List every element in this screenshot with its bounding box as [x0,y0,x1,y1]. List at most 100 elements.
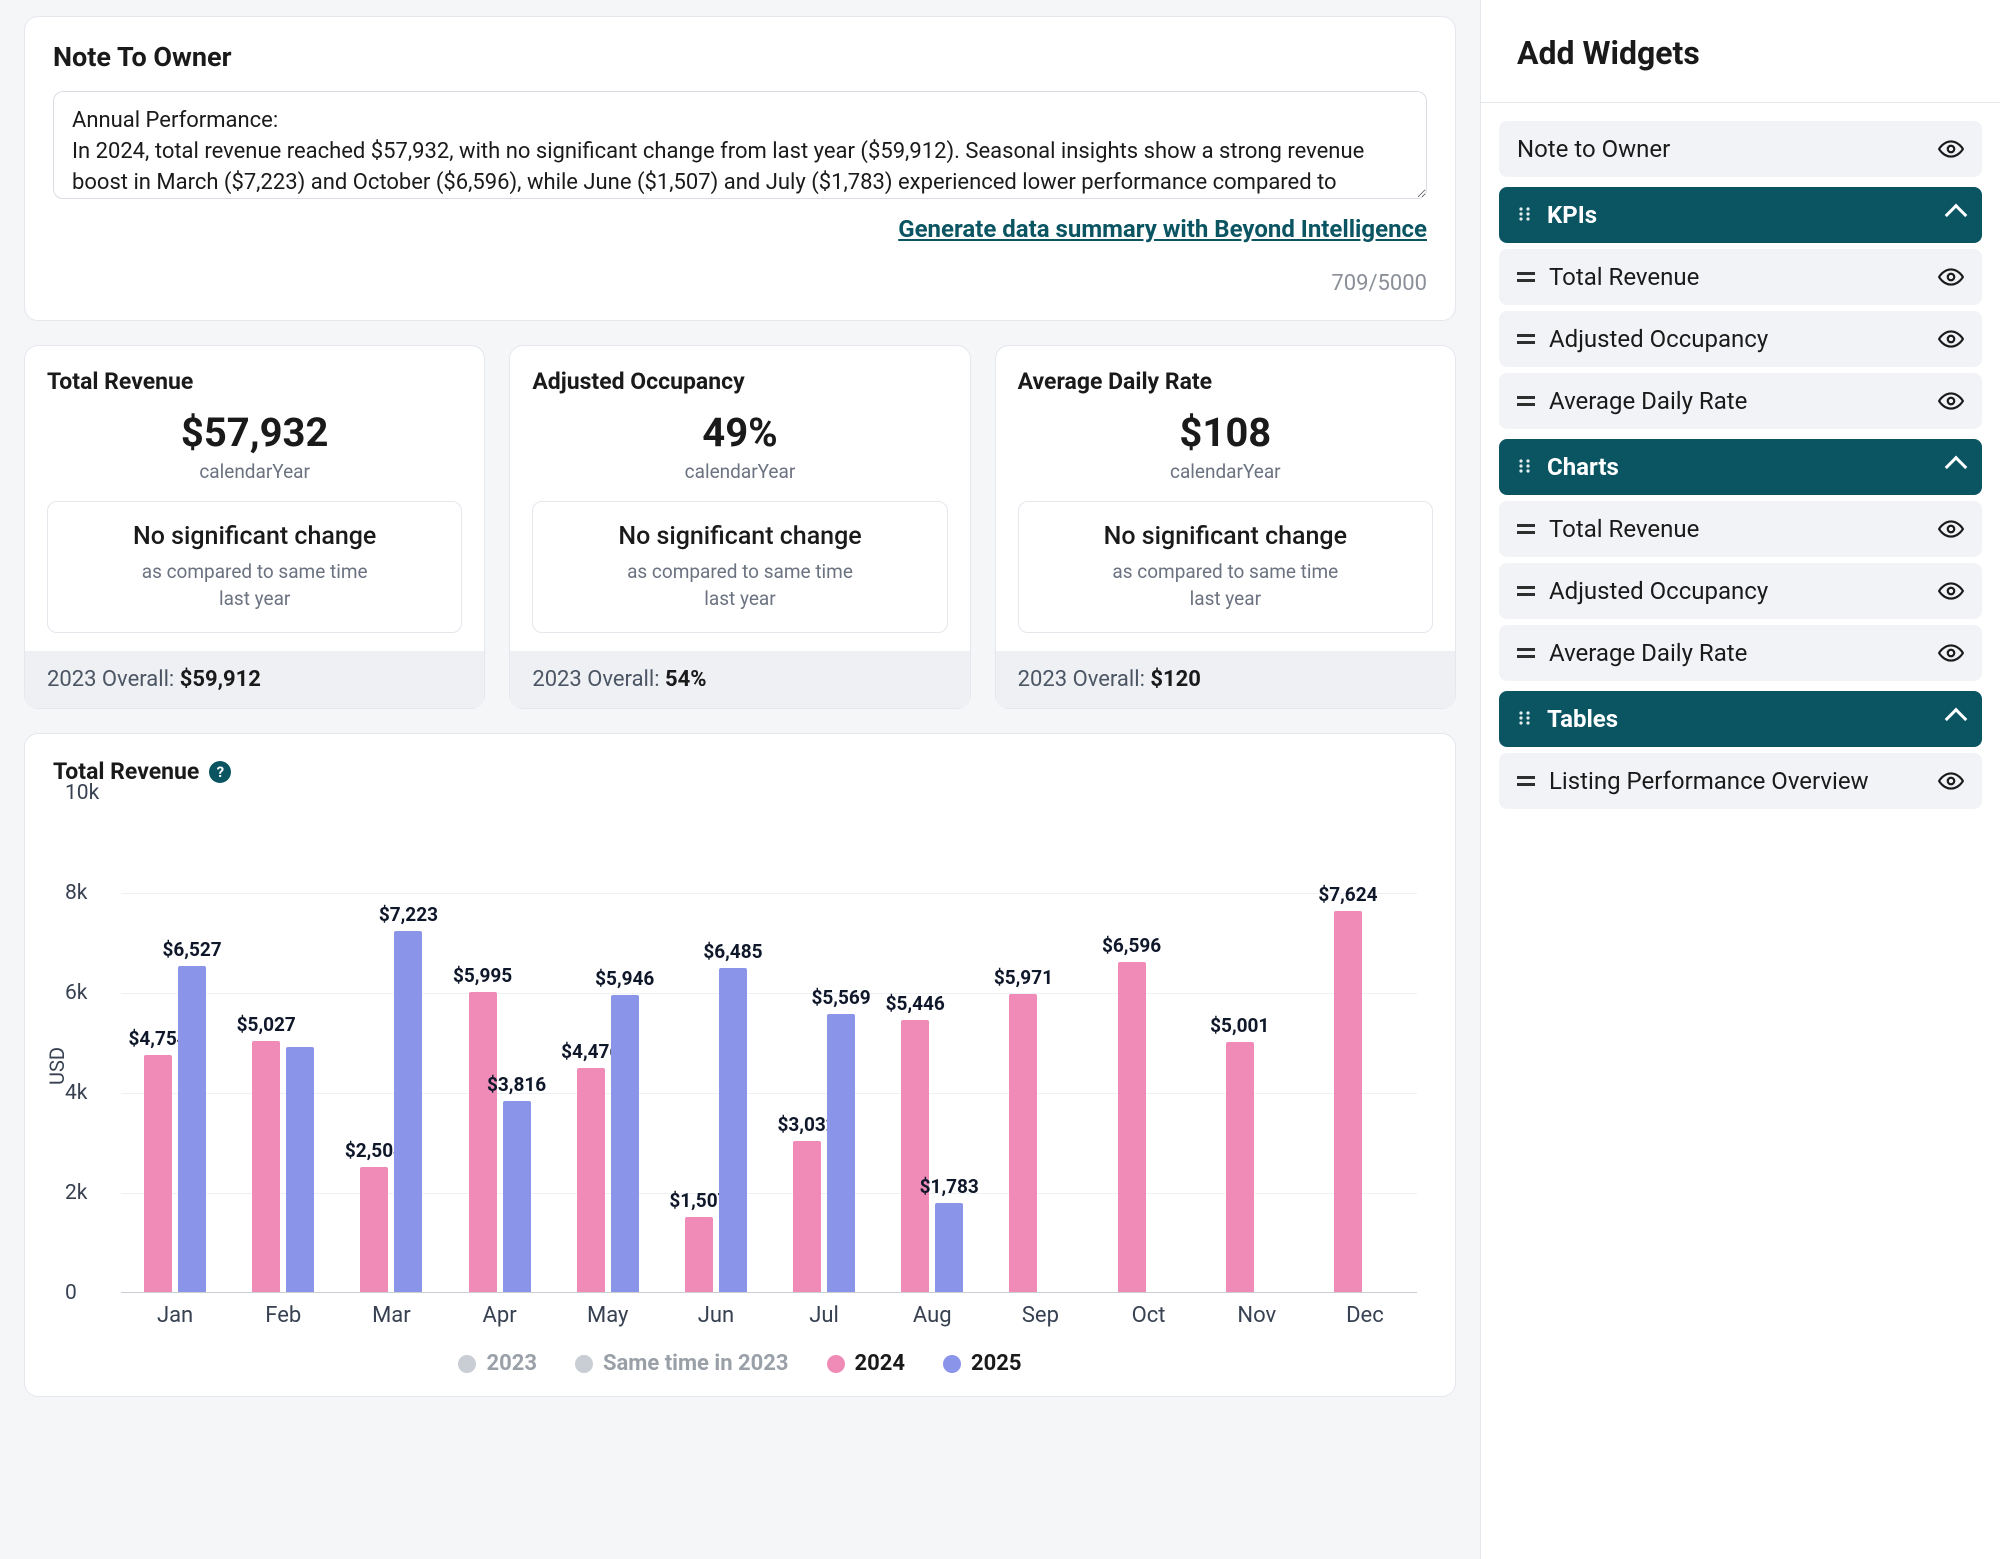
bar[interactable]: $5,995 [469,992,497,1292]
chevron-up-icon[interactable] [1945,204,1968,227]
eye-icon[interactable] [1938,136,1964,162]
legend-item[interactable]: Same time in 2023 [575,1351,789,1376]
x-tick-label: Feb [265,1303,301,1328]
widget-item[interactable]: Listing Performance Overview [1499,753,1982,809]
legend-item[interactable]: 2025 [943,1351,1022,1376]
drag-icon[interactable] [1517,203,1533,227]
widget-item[interactable]: Total Revenue [1499,501,1982,557]
note-textarea[interactable] [53,91,1427,199]
bar-group: $1,507$6,485 [685,968,747,1292]
widget-section-header[interactable]: Charts [1499,439,1982,495]
help-icon[interactable]: ? [209,761,231,783]
bar[interactable]: $3,032 [793,1141,821,1293]
widget-label: Note to Owner [1517,135,1670,163]
bar[interactable]: $3,816 [503,1101,531,1292]
legend-item[interactable]: 2024 [827,1351,906,1376]
bar[interactable]: $5,971 [1009,994,1037,1293]
kpi-change-sub: as compared to same timelast year [64,559,445,612]
section-label: Charts [1547,453,1619,481]
drag-icon[interactable] [1517,455,1533,479]
bar[interactable]: $6,485 [719,968,747,1292]
widget-item[interactable]: Adjusted Occupancy [1499,563,1982,619]
x-tick-label: May [587,1303,628,1328]
kpi-change-sub: as compared to same timelast year [1035,559,1416,612]
eye-icon[interactable] [1938,516,1964,542]
total-revenue-chart-card: Total Revenue ? USD 02k4k6k8k10k$4,754$6… [24,733,1456,1397]
bar[interactable]: $6,596 [1118,962,1146,1292]
bar-group: $2,504$7,223 [360,931,422,1292]
drag-handle-icon[interactable] [1517,641,1535,665]
widget-section-header[interactable]: Tables [1499,691,1982,747]
widget-item[interactable]: Average Daily Rate [1499,373,1982,429]
y-tick: 10k [65,781,99,805]
kpi-change-main: No significant change [549,522,930,551]
bar[interactable]: $4,754 [144,1055,172,1293]
generate-summary-link[interactable]: Generate data summary with Beyond Intell… [898,215,1427,243]
widget-item[interactable]: Total Revenue [1499,249,1982,305]
section-label: Tables [1547,705,1618,733]
bar[interactable]: $7,624 [1334,911,1362,1292]
widget-label: Listing Performance Overview [1549,767,1869,795]
bar[interactable]: $5,446 [901,1020,929,1292]
bar-value-label: $7,624 [1318,883,1377,906]
note-title: Note To Owner [53,41,1427,73]
legend-item[interactable]: 2023 [458,1351,537,1376]
widget-label: Total Revenue [1549,263,1699,291]
x-tick-label: Aug [913,1303,952,1328]
kpi-card: Adjusted Occupancy49%calendarYearNo sign… [509,345,970,709]
kpi-value: $57,932 [47,409,462,456]
eye-icon[interactable] [1938,264,1964,290]
y-tick: 6k [65,981,87,1005]
widget-item[interactable]: Note to Owner [1499,121,1982,177]
drag-icon[interactable] [1517,707,1533,731]
bar[interactable]: $4,476 [577,1068,605,1292]
widget-item[interactable]: Adjusted Occupancy [1499,311,1982,367]
bar-value-label: $5,995 [453,964,512,987]
eye-icon[interactable] [1938,768,1964,794]
eye-icon[interactable] [1938,326,1964,352]
x-tick-label: Mar [372,1303,411,1328]
bar[interactable]: $5,027 [252,1041,280,1292]
kpi-overall: 2023 Overall: $59,912 [25,651,484,708]
kpi-sub: calendarYear [532,460,947,483]
drag-handle-icon[interactable] [1517,579,1535,603]
bar[interactable]: $5,946 [611,995,639,1292]
bar[interactable]: $1,783 [935,1203,963,1292]
drag-handle-icon[interactable] [1517,265,1535,289]
kpi-overall: 2023 Overall: 54% [510,651,969,708]
kpi-title: Total Revenue [47,368,462,395]
kpi-card: Total Revenue$57,932calendarYearNo signi… [24,345,485,709]
x-tick-label: Jun [698,1303,734,1328]
bar[interactable]: $7,223 [394,931,422,1292]
eye-icon[interactable] [1938,578,1964,604]
bar[interactable]: $5,569 [827,1014,855,1292]
bar-group: $5,995$3,816 [469,992,531,1292]
kpi-sub: calendarYear [47,460,462,483]
chevron-up-icon[interactable] [1945,708,1968,731]
widget-section-header[interactable]: KPIs [1499,187,1982,243]
bar[interactable]: $6,527 [178,966,206,1292]
kpi-card: Average Daily Rate$108calendarYearNo sig… [995,345,1456,709]
bar[interactable] [286,1047,314,1292]
legend-dot-icon [458,1355,476,1373]
legend-dot-icon [943,1355,961,1373]
note-to-owner-card: Note To Owner Generate data summary with… [24,16,1456,321]
eye-icon[interactable] [1938,388,1964,414]
x-tick-label: Jan [157,1303,193,1328]
y-tick: 2k [65,1181,87,1205]
bar-group: $5,001 [1226,1042,1288,1292]
eye-icon[interactable] [1938,640,1964,666]
bar-value-label: $5,446 [886,992,945,1015]
drag-handle-icon[interactable] [1517,517,1535,541]
drag-handle-icon[interactable] [1517,327,1535,351]
drag-handle-icon[interactable] [1517,389,1535,413]
bar[interactable]: $2,504 [360,1167,388,1292]
chevron-up-icon[interactable] [1945,456,1968,479]
kpi-change-box: No significant changeas compared to same… [1018,501,1433,633]
bar[interactable]: $5,001 [1226,1042,1254,1292]
bar[interactable]: $1,507 [685,1217,713,1292]
drag-handle-icon[interactable] [1517,769,1535,793]
widget-item[interactable]: Average Daily Rate [1499,625,1982,681]
bar-value-label: $5,001 [1210,1014,1269,1037]
bar-group: $5,446$1,783 [901,1020,963,1292]
